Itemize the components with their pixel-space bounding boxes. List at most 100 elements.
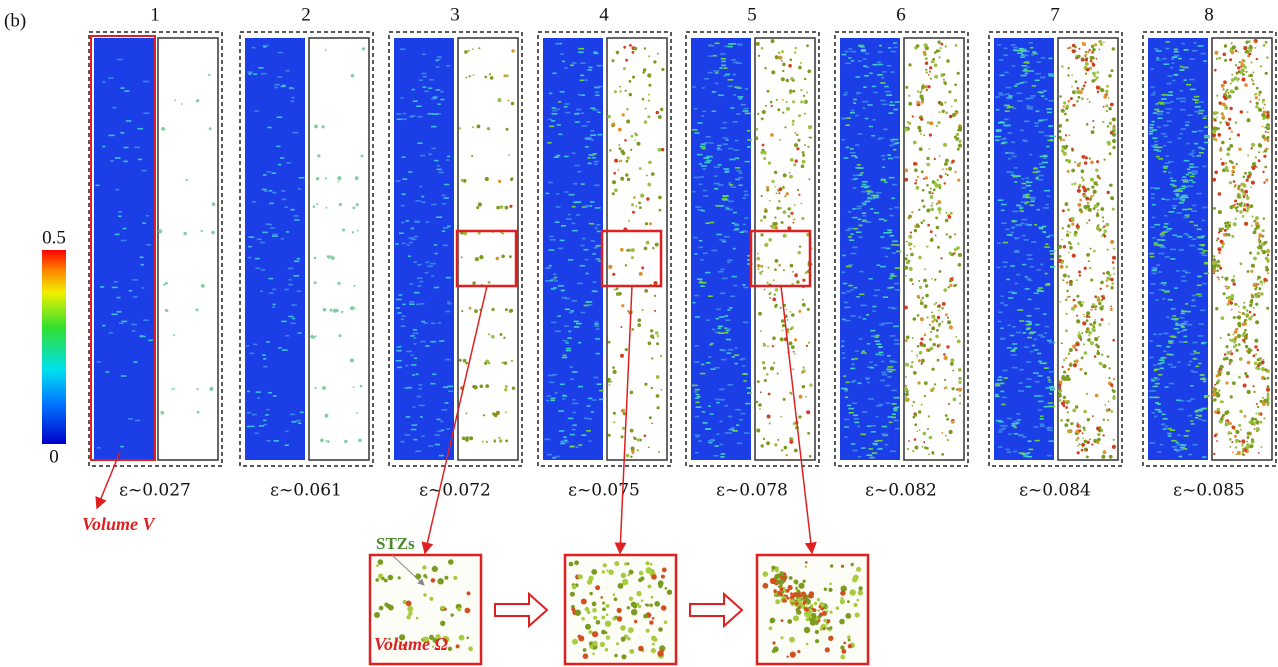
speckle — [144, 112, 150, 114]
speckle — [1013, 108, 1017, 110]
stz-dot — [947, 320, 951, 324]
strain-label: ε~0.084 — [1019, 481, 1091, 501]
stz-dot — [646, 175, 648, 177]
speckle — [998, 199, 1004, 201]
stz-dot — [1243, 208, 1246, 211]
speckle — [288, 284, 293, 286]
speckle — [1182, 176, 1186, 178]
stz-dot — [804, 78, 806, 80]
stz-dot — [1220, 337, 1222, 339]
stz-dot — [654, 310, 656, 312]
stz-dot — [1073, 299, 1076, 302]
speckle — [708, 442, 712, 444]
speckle — [725, 171, 730, 173]
speckle — [285, 289, 289, 291]
speckle — [434, 160, 438, 162]
stz-dot — [661, 605, 667, 611]
speckle — [1030, 97, 1034, 99]
stz-dot — [1253, 220, 1255, 222]
stz-dot — [944, 182, 946, 184]
stz-dot — [945, 46, 947, 48]
speckle — [873, 197, 878, 199]
stz-dot — [757, 113, 759, 115]
stz-dot — [792, 100, 795, 103]
speckle — [1176, 195, 1179, 197]
stz-dot — [1231, 174, 1234, 177]
stz-dot — [1241, 68, 1245, 72]
speckle — [1201, 408, 1206, 410]
stz-dot — [1106, 93, 1108, 95]
speckle — [590, 108, 595, 110]
speckle — [1022, 264, 1026, 266]
speckle — [589, 67, 593, 69]
speckle — [1197, 276, 1201, 278]
stz-dot — [1093, 194, 1095, 196]
stz-dot — [926, 184, 929, 187]
speckle — [747, 146, 752, 148]
speckle — [710, 368, 715, 370]
speckle — [1181, 280, 1187, 282]
stz-dot — [947, 286, 949, 288]
speckle — [1171, 180, 1176, 182]
speckle — [1168, 435, 1172, 437]
stz-dot — [914, 446, 918, 450]
stz-dot — [1258, 452, 1260, 454]
stz-dot — [787, 208, 790, 211]
stz-dot — [461, 179, 464, 182]
speckle — [735, 140, 739, 142]
hollow-arrow — [690, 594, 742, 626]
speckle — [841, 340, 845, 342]
stz-dot — [781, 221, 784, 224]
stz-dot — [1079, 208, 1083, 212]
speckle — [875, 340, 880, 342]
speckle — [1155, 383, 1160, 385]
speckle — [1036, 111, 1040, 113]
speckle — [123, 228, 127, 230]
speckle — [115, 189, 119, 191]
stz-dot — [636, 206, 638, 208]
stz-dot — [314, 281, 317, 284]
speckle — [853, 450, 858, 452]
stz-dot — [1264, 166, 1267, 169]
speckle — [1022, 65, 1027, 67]
stz-dot — [658, 148, 662, 152]
stz-dot — [1251, 181, 1255, 185]
speckle — [1001, 328, 1004, 330]
speckle — [998, 122, 1002, 124]
stz-dot — [1238, 324, 1241, 327]
speckle — [419, 384, 423, 386]
stz-dot — [762, 110, 766, 114]
stz-dot — [958, 377, 961, 380]
stz-dot — [914, 414, 917, 417]
speckle — [1007, 347, 1012, 349]
speckle — [1163, 333, 1169, 335]
stz-dot — [1233, 171, 1235, 173]
speckle — [1045, 98, 1048, 100]
speckle — [861, 447, 865, 449]
speckle — [887, 371, 892, 373]
stz-dot — [1103, 225, 1105, 227]
stz-dot — [802, 303, 806, 307]
stz-dot — [1112, 256, 1116, 260]
speckle — [862, 350, 865, 352]
speckle — [725, 315, 728, 317]
speckle — [877, 138, 881, 140]
speckle — [704, 78, 709, 80]
speckle — [586, 137, 592, 139]
stz-dot — [620, 160, 622, 162]
stz-dot — [625, 90, 627, 92]
stz-dot — [1086, 222, 1088, 224]
stz-dot — [339, 203, 342, 206]
speckle — [1038, 287, 1043, 289]
stz-dot — [602, 607, 606, 611]
stz-dot — [407, 606, 413, 612]
stz-dot — [325, 414, 329, 418]
stz-dot — [651, 423, 653, 425]
speckle — [735, 347, 738, 349]
stz-dot — [1067, 224, 1070, 227]
stz-dot — [926, 72, 928, 74]
speckle — [277, 116, 283, 118]
stz-dot — [496, 257, 499, 260]
speckle — [248, 257, 251, 259]
speckle — [595, 338, 600, 340]
